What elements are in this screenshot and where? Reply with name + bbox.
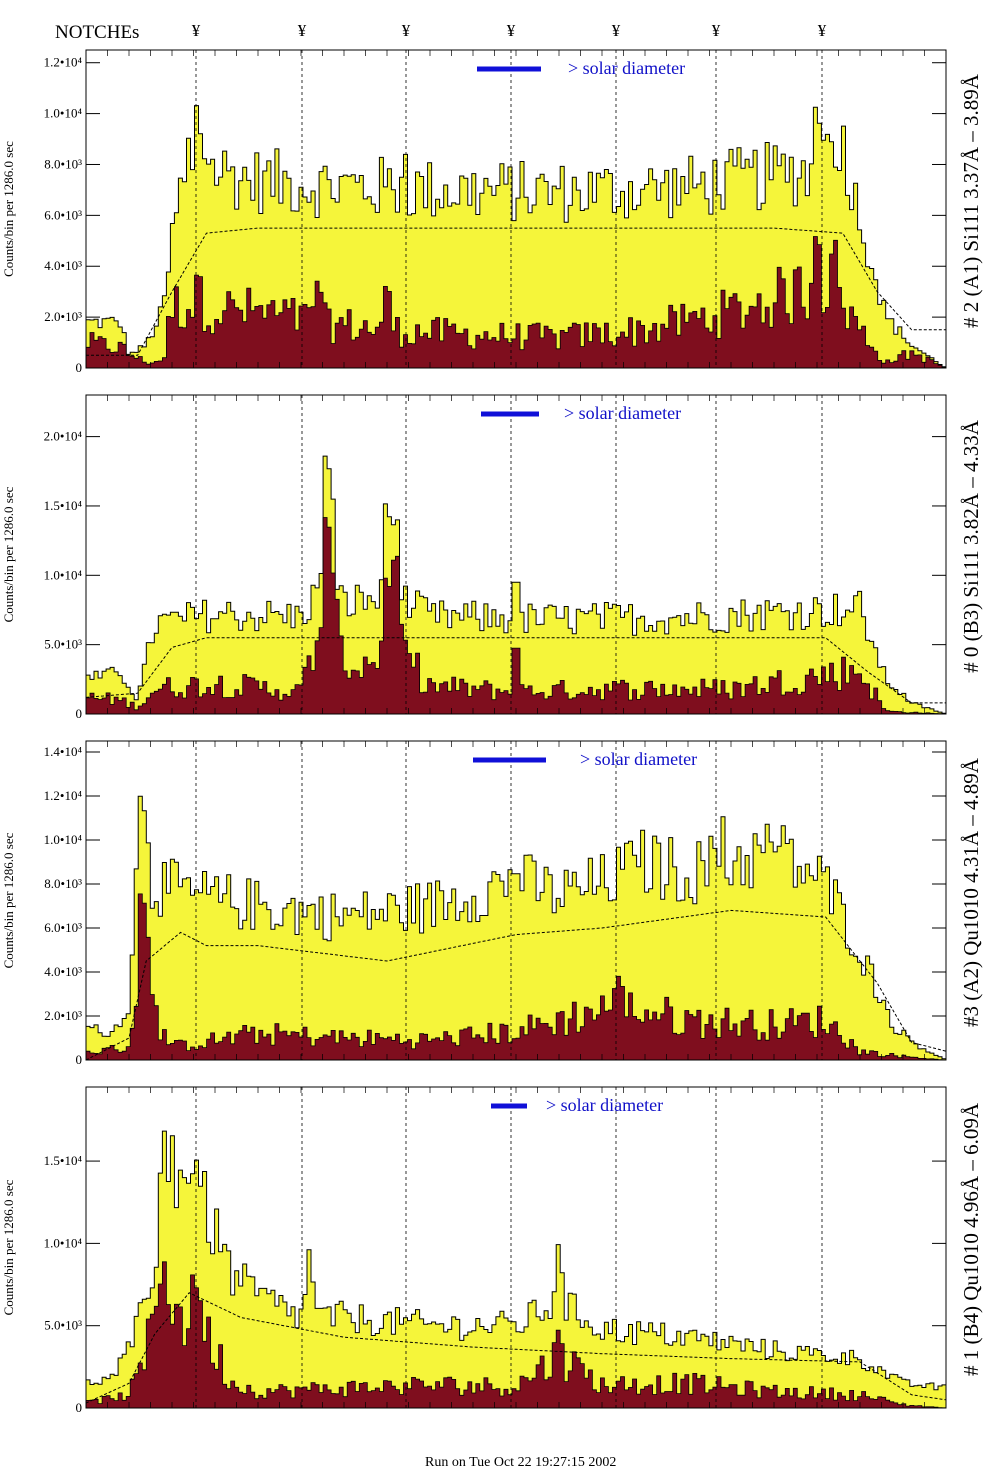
y-axis-title: Counts/bin per 1286.0 sec: [1, 1179, 16, 1315]
panel-title: #3 (A2) Qu1010 4.31Å – 4.89Å: [959, 757, 983, 1027]
expected-curve: [86, 227, 946, 356]
notch-mark-6: ¥: [712, 21, 721, 40]
background-counts-histogram: [85, 1261, 947, 1409]
y-tick-label: 4.0•10³: [44, 258, 82, 273]
y-tick-label: 1.2•10⁴: [44, 788, 83, 803]
y-tick-label: 2.0•10³: [44, 309, 82, 324]
notch-mark-3: ¥: [402, 21, 411, 40]
panel-title: # 2 (A1) Si111 3.37Å – 3.89Å: [959, 73, 983, 328]
notch-mark-4: ¥: [507, 21, 516, 40]
background-counts-histogram: [85, 517, 947, 715]
y-tick-label: 4.0•10³: [44, 964, 82, 979]
y-tick-label: 0: [76, 1052, 83, 1067]
panel-title: # 1 (B4) Qu1010 4.96Å – 6.09Å: [959, 1102, 983, 1376]
panel-2: 0 5.0•10³ 1.0•10⁴ 1.5•10⁴ 2.0•10⁴ Counts/bin …: [1, 394, 983, 721]
notches-label: NOTCHEs: [55, 22, 139, 43]
y-tick-label: 0: [76, 706, 83, 721]
y-tick-label: 1.4•10⁴: [44, 744, 83, 759]
y-tick-label: 0: [76, 360, 83, 375]
y-tick-label: 1.2•10⁴: [44, 55, 83, 70]
notch-marks: ¥ ¥ ¥ ¥ ¥ ¥ ¥: [192, 21, 827, 40]
y-tick-label: 2.0•10³: [44, 1008, 82, 1023]
y-tick-label: 1.0•10⁴: [44, 567, 83, 582]
y-tick-label: 1.5•10⁴: [44, 1153, 83, 1168]
panel-3: 0 2.0•10³ 4.0•10³ 6.0•10³ 8.0•10³ 1.0•10⁴ 1.2•…: [1, 740, 983, 1067]
notch-mark-2: ¥: [298, 21, 307, 40]
total-counts-histogram: [85, 1130, 947, 1409]
background-counts-histogram: [85, 893, 947, 1061]
notch-mark-1: ¥: [192, 21, 201, 40]
y-tick-label: 5.0•10³: [44, 637, 82, 652]
legend-label: > solar diameter: [546, 1095, 663, 1115]
total-counts-histogram: [85, 455, 947, 715]
y-axis-title: Counts/bin per 1286.0 sec: [1, 141, 16, 277]
y-tick-label: 1.0•10⁴: [44, 832, 83, 847]
background-counts-histogram: [85, 236, 947, 369]
y-axis-title: Counts/bin per 1286.0 sec: [1, 832, 16, 968]
expected-curve: [85, 637, 946, 704]
expected-curve: [85, 909, 947, 1061]
notch-mark-7: ¥: [818, 21, 827, 40]
notch-mark-5: ¥: [612, 21, 621, 40]
y-tick-label: 0: [76, 1400, 83, 1415]
y-axis-title: Counts/bin per 1286.0 sec: [1, 486, 16, 622]
panels: 0 2.0•10³ 4.0•10³ 6.0•10³ 8.0•10³ 1.0•10⁴ 1.2•…: [1, 49, 983, 1415]
y-tick-label: 8.0•10³: [44, 156, 82, 171]
expected-curve: [85, 1292, 947, 1404]
panel-title: # 0 (B3) Si111 3.82Å – 4.33Å: [959, 419, 983, 673]
y-tick-label: 2.0•10⁴: [44, 429, 83, 444]
run-footer: Run on Tue Oct 22 19:27:15 2002: [425, 1455, 616, 1470]
y-tick-label: 6.0•10³: [44, 207, 82, 222]
y-tick-label: 1.0•10⁴: [44, 1235, 83, 1250]
legend-label: > solar diameter: [580, 749, 697, 769]
legend-label: > solar diameter: [564, 403, 681, 423]
panel-1: 0 2.0•10³ 4.0•10³ 6.0•10³ 8.0•10³ 1.0•10⁴ 1.2•…: [1, 49, 983, 375]
y-tick-label: 5.0•10³: [44, 1318, 82, 1333]
legend-label: > solar diameter: [568, 58, 685, 78]
y-tick-label: 6.0•10³: [44, 920, 82, 935]
y-tick-label: 8.0•10³: [44, 876, 82, 891]
y-tick-label: 1.5•10⁴: [44, 498, 83, 513]
panel-4: 0 5.0•10³ 1.0•10⁴ 1.5•10⁴ Counts/bin per 128…: [1, 1086, 983, 1415]
total-counts-histogram: [85, 795, 947, 1061]
y-tick-label: 1.0•10⁴: [44, 106, 83, 121]
